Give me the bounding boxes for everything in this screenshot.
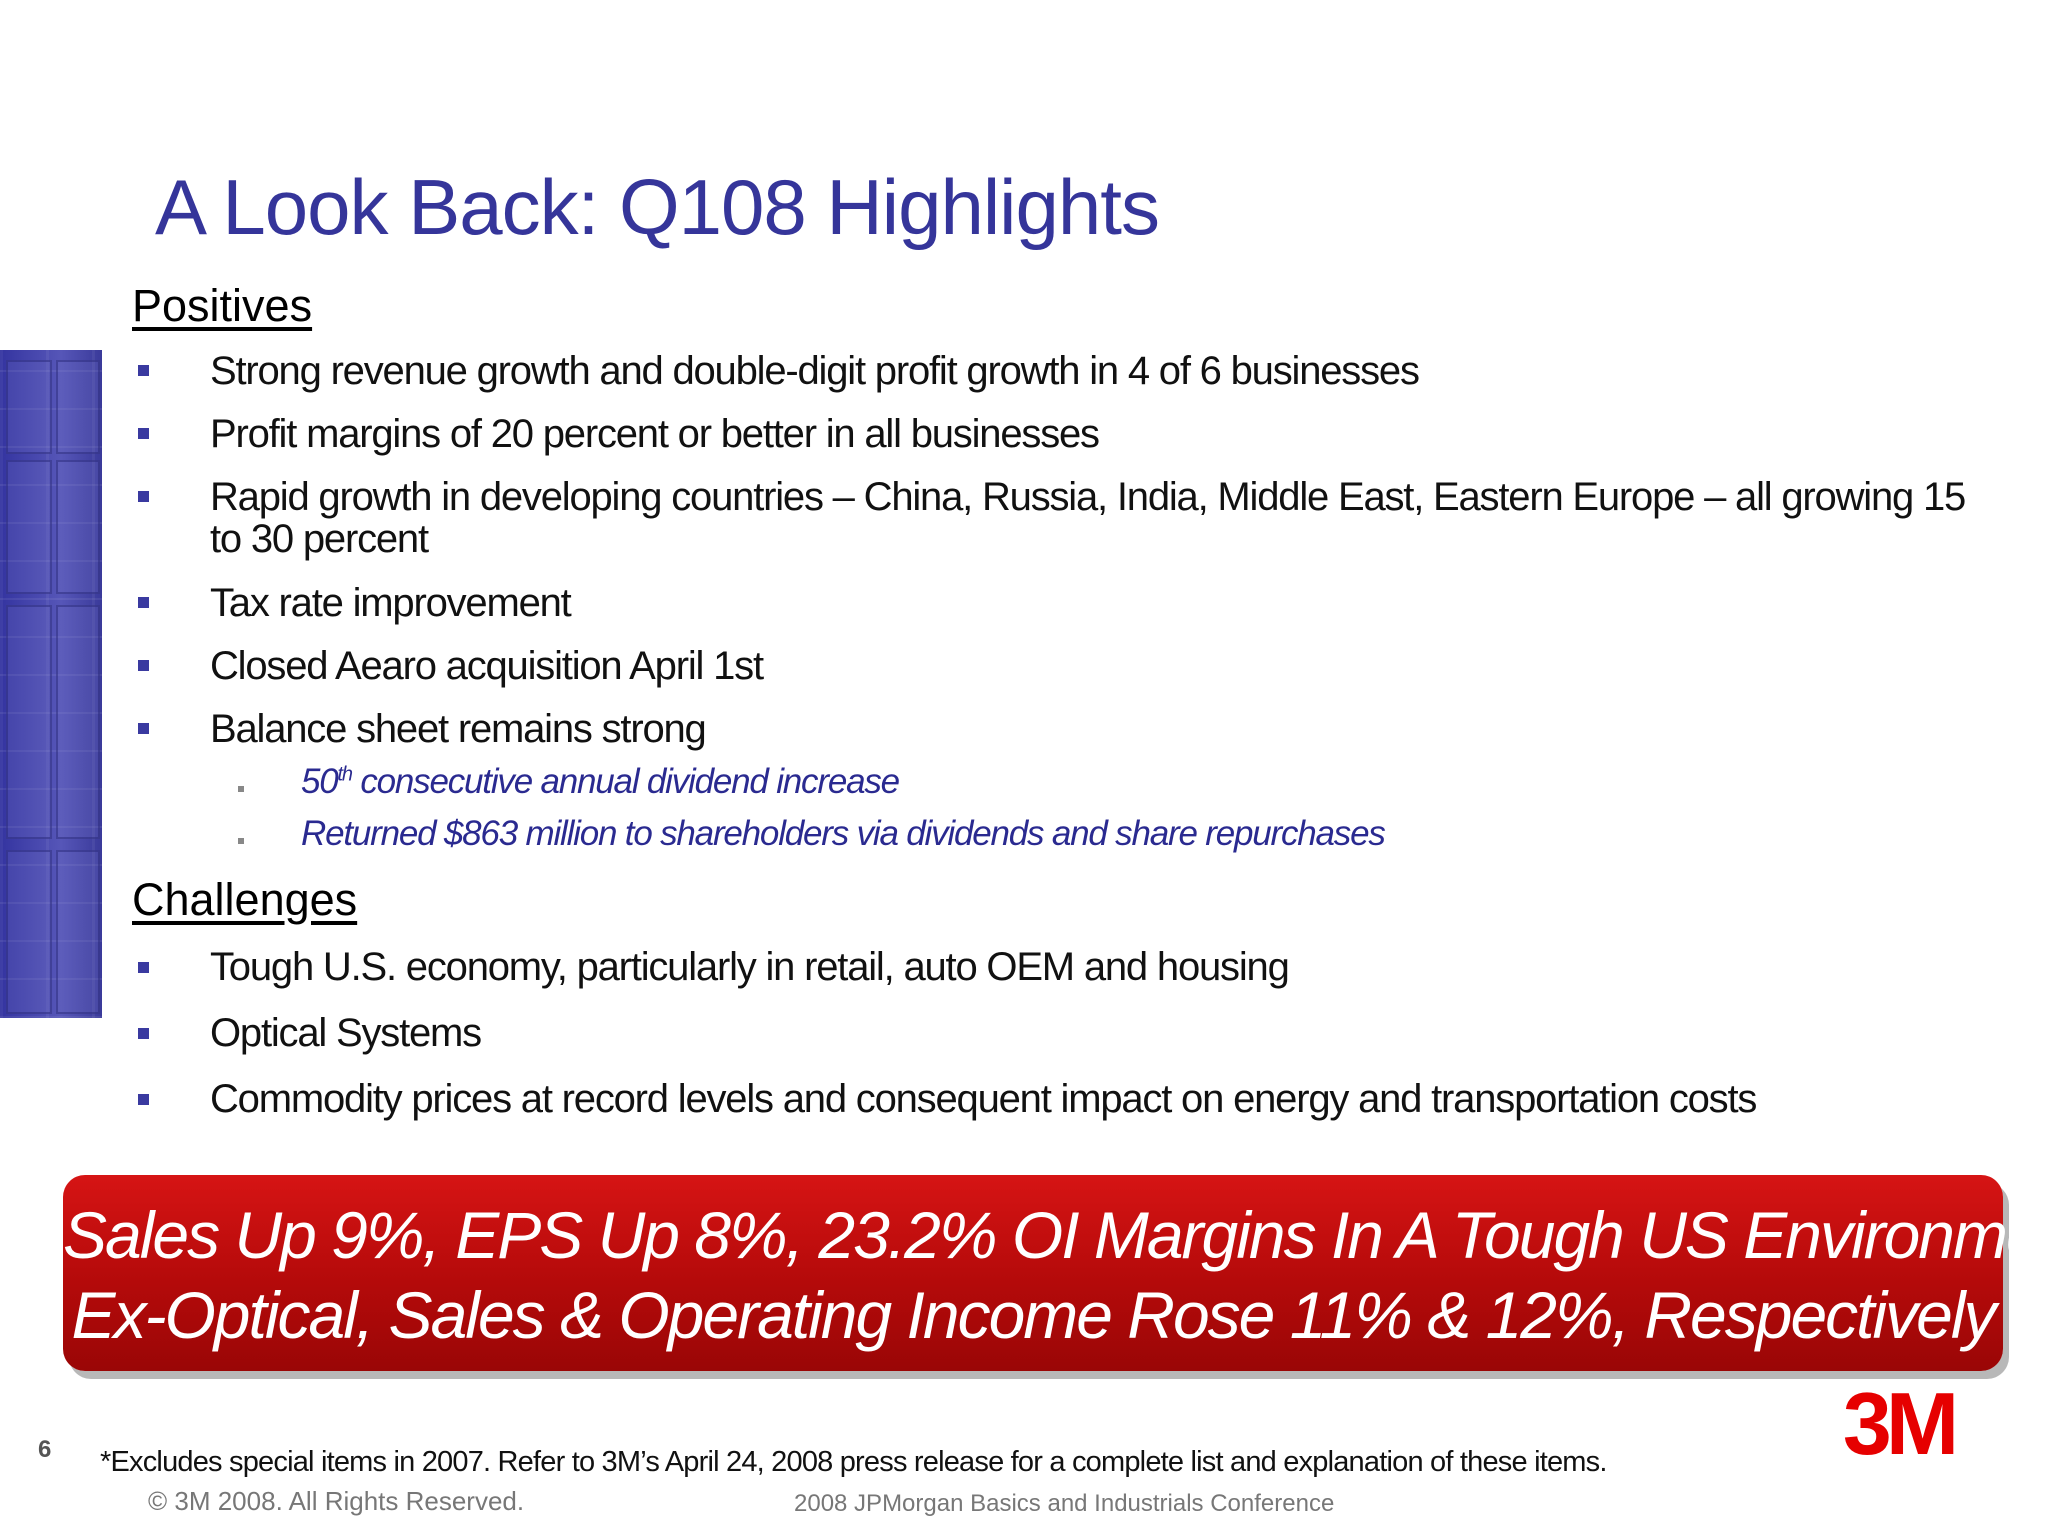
panel-tile (56, 605, 100, 839)
banner-line-1: Sales Up 9%, EPS Up 8%, 23.2% OI Margins… (63, 1198, 2048, 1272)
summary-banner: Sales Up 9%, EPS Up 8%, 23.2% OI Margins… (63, 1175, 2048, 1371)
panel-tile (6, 850, 52, 1014)
dividend-ordinal: th (337, 763, 354, 786)
bullet-icon (138, 1094, 149, 1105)
bullet-icon (138, 428, 149, 439)
bullet-icon (138, 723, 149, 734)
dividend-number: 50 (301, 762, 339, 801)
positive-item: Balance sheet remains strong (210, 707, 707, 751)
bullet-icon (138, 1028, 149, 1039)
panel-tile (56, 850, 100, 1014)
positive-item: Tax rate improvement (210, 581, 572, 625)
dividend-sub-item: 50th consecutive annual dividend increas… (301, 762, 900, 802)
slide-title: A Look Back: Q108 Highlights (155, 163, 1160, 251)
copyright: © 3M 2008. All Rights Reserved. (148, 1486, 525, 1516)
panel-tile (56, 460, 100, 594)
positive-item: Rapid growth in developing countries – C… (210, 475, 1966, 561)
panel-tile (6, 360, 52, 454)
challenge-item: Optical Systems (210, 1011, 482, 1055)
banner-line-2: Ex-Optical, Sales & Operating Income Ros… (71, 1278, 1996, 1352)
footnote: *Excludes special items in 2007. Refer t… (100, 1446, 1607, 1478)
dividend-text: consecutive annual dividend increase (351, 762, 900, 801)
conference-name: 2008 JPMorgan Basics and Industrials Con… (794, 1490, 1335, 1517)
bullet-icon (138, 660, 149, 671)
panel-tile (6, 460, 52, 594)
page-number: 6 (38, 1436, 52, 1463)
bullet-icon (138, 962, 149, 973)
bullet-icon (138, 365, 149, 376)
3m-logo-text: 3M (1843, 1386, 1954, 1462)
3m-logo: 3M (1843, 1386, 1960, 1462)
positive-item: Profit margins of 20 percent or better i… (210, 412, 1100, 456)
positive-item: Strong revenue growth and double-digit p… (210, 349, 1420, 393)
challenge-item: Tough U.S. economy, particularly in reta… (210, 945, 1290, 989)
challenges-heading: Challenges (132, 874, 358, 925)
sub-bullet-icon (238, 838, 244, 844)
positives-heading: Positives (132, 280, 313, 331)
bullet-icon (138, 597, 149, 608)
challenge-item: Commodity prices at record levels and co… (210, 1077, 1757, 1121)
bullet-icon (138, 491, 149, 502)
panel-tile (56, 360, 100, 454)
sub-bullet-icon (238, 786, 244, 792)
positive-item: Closed Aearo acquisition April 1st (210, 644, 764, 688)
decorative-side-panel (0, 350, 102, 1018)
panel-tile (6, 605, 52, 839)
returned-sub-item: Returned $863 million to shareholders vi… (301, 814, 1386, 853)
